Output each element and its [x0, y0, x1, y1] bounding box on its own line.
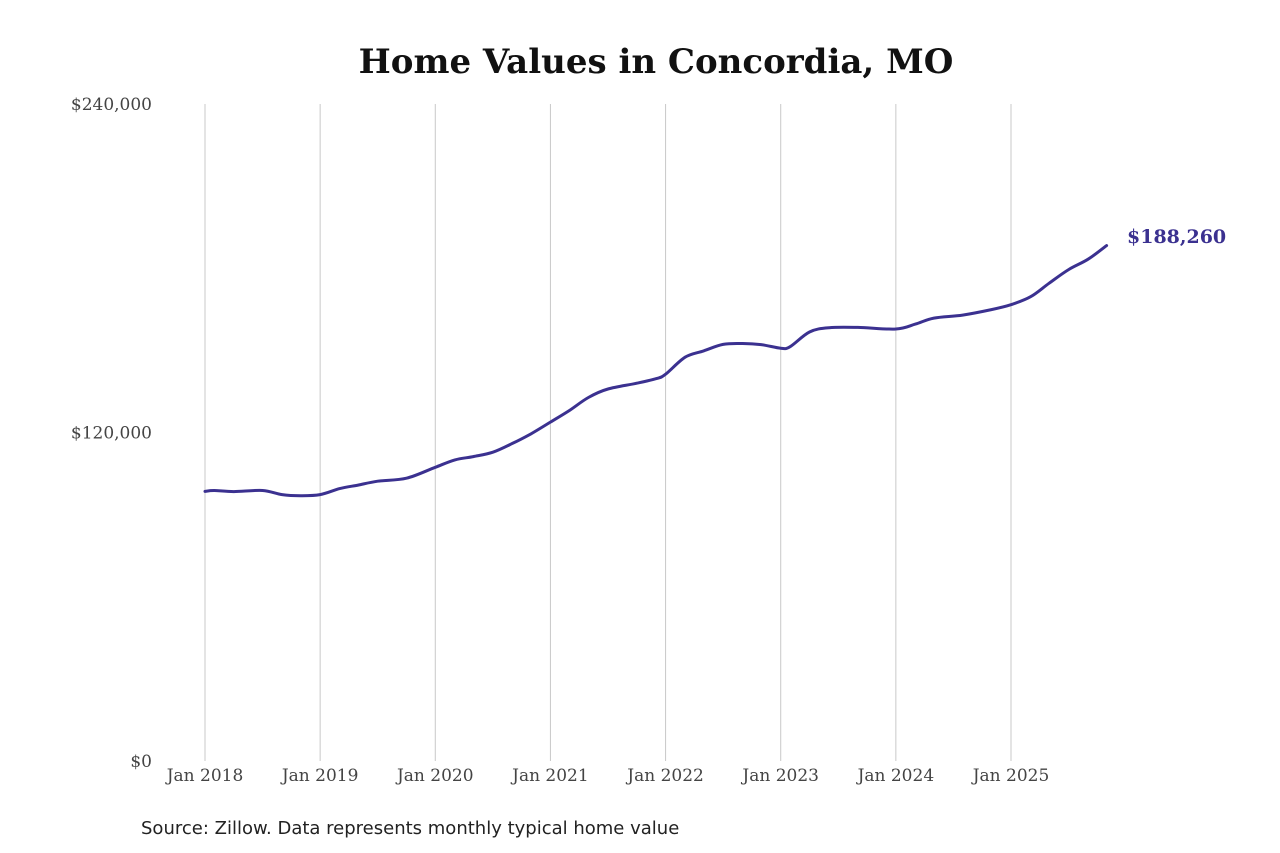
home-value-line	[203, 244, 1109, 498]
x-tick-label: Jan 2018	[165, 766, 244, 786]
x-tick-label: Jan 2023	[740, 766, 819, 786]
x-axis-ticks: Jan 2018 Jan 2019 Jan 2020 Jan 2021 Jan 2022…	[165, 766, 1050, 786]
y-axis-ticks: $0 $120,000 $240,000	[71, 95, 152, 772]
x-tick-label: Jan 2019	[280, 766, 359, 786]
x-tick-label: Jan 2025	[971, 766, 1050, 786]
x-tick-label: Jan 2020	[395, 766, 474, 786]
y-tick-label: $0	[130, 752, 152, 772]
chart-title: Home Values in Concordia, MO	[359, 42, 954, 82]
grid-lines	[204, 104, 1012, 761]
source-note: Source: Zillow. Data represents monthly …	[141, 818, 679, 839]
y-tick-label: $120,000	[71, 424, 152, 444]
y-tick-label: $240,000	[71, 95, 152, 115]
x-tick-label: Jan 2024	[856, 766, 935, 786]
series-layer	[203, 244, 1109, 498]
x-tick-label: Jan 2021	[510, 766, 589, 786]
x-tick-label: Jan 2022	[625, 766, 704, 786]
end-value-label: $188,260	[1127, 226, 1226, 248]
